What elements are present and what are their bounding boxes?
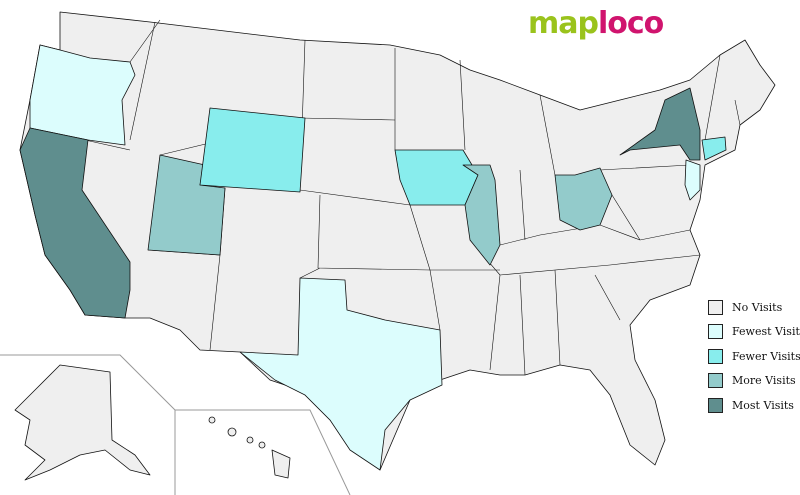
legend-item-fewer-visits: Fewer Visits	[708, 344, 800, 369]
legend-item-more-visits: More Visits	[708, 369, 800, 394]
state-oregon[interactable]	[29, 44, 136, 146]
state-connecticut[interactable]	[701, 136, 727, 161]
legend-swatch	[708, 324, 723, 340]
state-illinois[interactable]	[462, 164, 501, 266]
hawaii-inset-border	[175, 409, 351, 495]
legend-swatch	[708, 348, 723, 364]
legend: No Visits Fewest Visits Fewer Visits Mor…	[708, 295, 800, 418]
alaska-inset-border	[0, 354, 176, 495]
legend-swatch	[708, 397, 723, 413]
state-alaska[interactable]	[14, 364, 151, 481]
state-texas[interactable]	[239, 277, 443, 471]
legend-item-most-visits: Most Visits	[708, 393, 800, 418]
state-wyoming[interactable]	[199, 107, 306, 193]
legend-item-fewest-visits: Fewest Visits	[708, 320, 800, 345]
state-new-jersey[interactable]	[684, 159, 701, 201]
legend-swatch	[708, 373, 723, 389]
state-iowa[interactable]	[394, 149, 479, 206]
state-ohio[interactable]	[554, 167, 613, 231]
maploco-logo: maploco	[528, 6, 664, 41]
legend-swatch	[708, 299, 723, 315]
legend-item-no-visits: No Visits	[708, 295, 800, 320]
state-california[interactable]	[19, 127, 131, 319]
state-hawaii[interactable]	[208, 416, 291, 479]
state-new-york[interactable]	[619, 87, 701, 161]
